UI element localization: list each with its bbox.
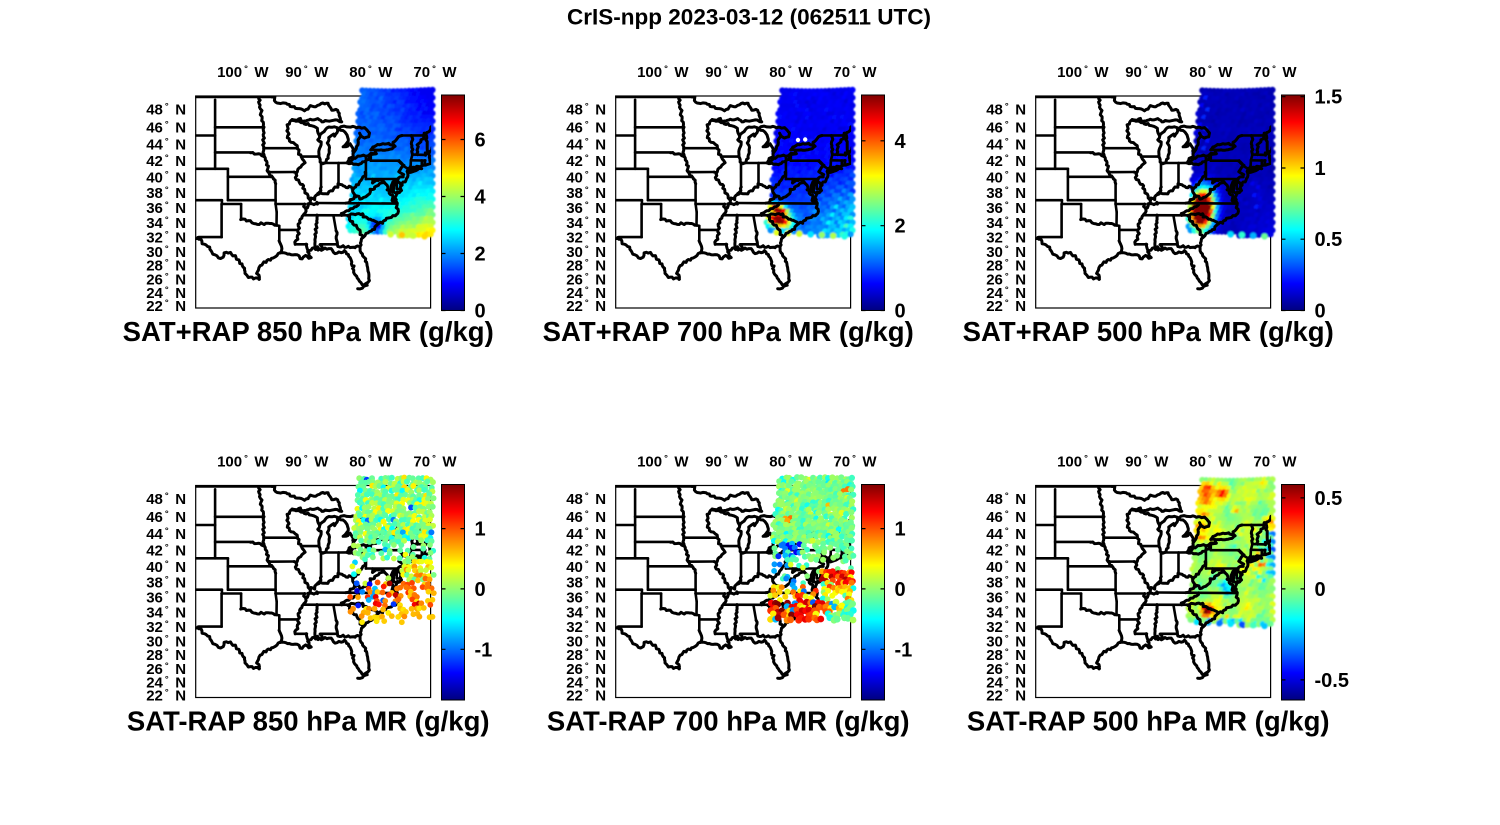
svg-text:4: 4	[895, 131, 907, 153]
svg-text:-1: -1	[475, 639, 493, 661]
svg-text:0.5: 0.5	[1315, 229, 1343, 251]
svg-text:1: 1	[475, 519, 486, 541]
svg-text:0: 0	[1315, 301, 1326, 323]
svg-text:-1: -1	[895, 639, 913, 661]
svg-text:SAT-RAP 850 hPa MR (g/kg): SAT-RAP 850 hPa MR (g/kg)	[127, 706, 490, 737]
svg-text:0: 0	[895, 579, 906, 601]
svg-text:1.5: 1.5	[1315, 87, 1343, 109]
svg-text:0: 0	[475, 579, 486, 601]
svg-text:0: 0	[895, 301, 906, 323]
svg-text:SAT-RAP 700 hPa MR (g/kg): SAT-RAP 700 hPa MR (g/kg)	[547, 706, 910, 737]
svg-text:0.5: 0.5	[1315, 488, 1343, 510]
svg-text:SAT-RAP 500 hPa MR (g/kg): SAT-RAP 500 hPa MR (g/kg)	[967, 706, 1330, 737]
svg-text:SAT+RAP 850 hPa MR (g/kg): SAT+RAP 850 hPa MR (g/kg)	[123, 316, 494, 347]
svg-text:6: 6	[475, 130, 486, 152]
svg-text:SAT+RAP 700 hPa MR (g/kg): SAT+RAP 700 hPa MR (g/kg)	[543, 316, 914, 347]
svg-text:CrIS-npp 2023-03-12 (062511 UT: CrIS-npp 2023-03-12 (062511 UTC)	[567, 5, 931, 30]
svg-text:-0.5: -0.5	[1315, 670, 1349, 692]
svg-text:1: 1	[1315, 158, 1326, 180]
svg-text:0: 0	[475, 301, 486, 323]
svg-text:4: 4	[475, 187, 487, 209]
svg-text:2: 2	[475, 244, 486, 266]
svg-text:1: 1	[895, 519, 906, 541]
svg-text:0: 0	[1315, 579, 1326, 601]
svg-text:2: 2	[895, 216, 906, 238]
svg-text:SAT+RAP 500 hPa MR (g/kg): SAT+RAP 500 hPa MR (g/kg)	[963, 316, 1334, 347]
